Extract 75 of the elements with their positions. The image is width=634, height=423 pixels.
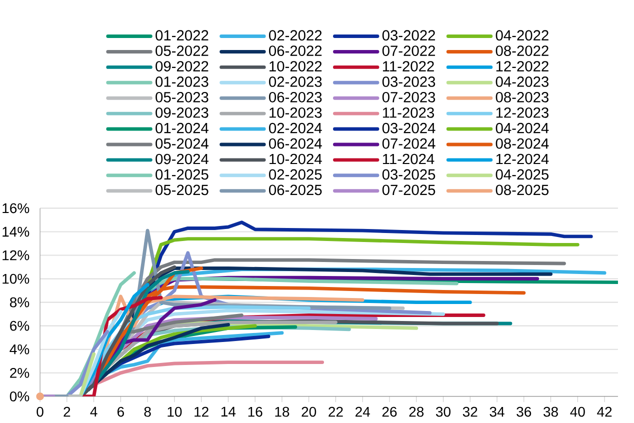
- legend-label: 09-2022: [156, 61, 208, 72]
- legend-label: 06-2022: [269, 46, 322, 56]
- x-tick-label: 42: [597, 406, 612, 417]
- x-tick-label: 32: [462, 406, 478, 417]
- legend-label: 08-2025: [496, 184, 549, 196]
- legend-label: 04-2025: [496, 169, 549, 180]
- y-tick-label: 2%: [10, 368, 30, 378]
- x-tick-label: 28: [409, 406, 424, 417]
- legend-label: 05-2023: [156, 92, 208, 102]
- legend-label: 07-2023: [382, 92, 436, 102]
- legend-label: 02-2024: [269, 122, 322, 134]
- legend-label: 01-2022: [156, 30, 208, 40]
- x-tick-label: 26: [382, 406, 397, 417]
- legend-label: 07-2025: [382, 184, 436, 196]
- x-tick-label: 16: [248, 406, 262, 417]
- legend-label: 01-2024: [156, 122, 208, 134]
- legend-label: 02-2025: [269, 169, 322, 180]
- x-tick-label: 2: [64, 406, 70, 417]
- x-tick-label: 18: [275, 406, 290, 417]
- x-tick-label: 20: [302, 406, 316, 417]
- legend-label: 04-2022: [496, 30, 548, 40]
- x-tick-label: 4: [90, 406, 98, 416]
- legend-label: 06-2023: [269, 92, 322, 102]
- legend-label: 12-2023: [496, 107, 548, 118]
- legend-label: 11-2022: [382, 61, 434, 72]
- x-tick-label: 12: [194, 406, 208, 417]
- legend-label: 08-2023: [496, 92, 548, 102]
- legend-label: 12-2022: [496, 61, 548, 72]
- legend-label: 03-2025: [382, 169, 436, 180]
- y-tick-label: 14%: [2, 226, 30, 237]
- legend-label: 06-2025: [269, 184, 322, 196]
- legend-label: 09-2023: [156, 107, 208, 118]
- legend-label: 02-2023: [269, 76, 322, 87]
- x-tick-label: 6: [118, 406, 124, 417]
- legend-label: 08-2024: [496, 138, 549, 149]
- legend-label: 12-2024: [496, 154, 549, 164]
- legend-label: 01-2025: [156, 169, 208, 180]
- legend-label: 09-2024: [156, 154, 208, 164]
- legend-label: 03-2024: [382, 122, 436, 134]
- legend-label: 05-2022: [156, 46, 208, 56]
- y-tick-label: 16%: [2, 203, 30, 214]
- y-tick-label: 8%: [10, 297, 30, 308]
- x-tick-label: 30: [436, 406, 450, 417]
- legend-label: 11-2023: [382, 107, 434, 118]
- x-tick-label: 40: [570, 406, 585, 417]
- legend-label: 03-2022: [382, 30, 435, 40]
- x-tick-label: 36: [516, 406, 532, 417]
- x-tick-label: 34: [490, 406, 504, 417]
- legend-label: 04-2023: [496, 76, 548, 87]
- y-tick-label: 6%: [10, 320, 30, 331]
- legend-label: 06-2024: [269, 138, 322, 149]
- x-tick-label: 8: [144, 406, 151, 417]
- x-tick-label: 0: [36, 406, 44, 417]
- x-tick-label: 24: [356, 406, 370, 417]
- legend-label: 10-2024: [270, 154, 322, 164]
- legend-label: 10-2023: [270, 107, 322, 118]
- legend-label: 01-2023: [156, 76, 208, 87]
- legend-label: 05-2025: [156, 184, 208, 196]
- legend-label: 04-2024: [496, 122, 549, 134]
- legend-label: 07-2024: [382, 138, 436, 149]
- legend-label: 08-2022: [496, 46, 548, 56]
- y-tick-label: 10%: [2, 274, 30, 284]
- legend-label: 10-2022: [270, 61, 322, 72]
- legend-label: 02-2022: [269, 30, 322, 40]
- y-tick-label: 12%: [2, 250, 30, 260]
- legend-label: 05-2024: [156, 138, 208, 149]
- legend-label: 07-2022: [382, 46, 435, 56]
- x-tick-label: 38: [544, 406, 558, 417]
- x-tick-label: 22: [328, 406, 343, 417]
- x-tick-label: 14: [221, 406, 236, 416]
- y-tick-label: 0%: [10, 391, 30, 402]
- x-tick-label: 10: [168, 406, 182, 417]
- legend-label: 11-2024: [382, 154, 434, 164]
- legend-label: 03-2023: [382, 76, 436, 87]
- y-tick-label: 4%: [10, 344, 30, 354]
